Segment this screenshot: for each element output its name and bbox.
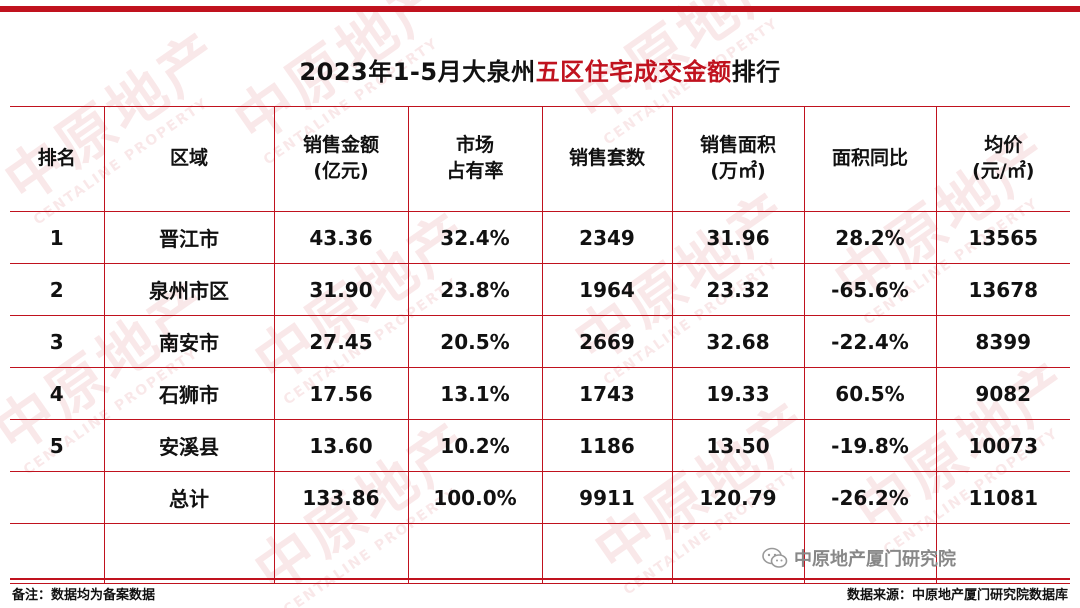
cell-rank (10, 471, 105, 524)
cell-area: 泉州市区 (103, 263, 275, 316)
cell-size: 23.32 (671, 263, 805, 316)
cell-share: 100.0% (407, 471, 543, 524)
cell-share: 20.5% (407, 315, 543, 368)
table-empty-row (10, 523, 1070, 584)
cell-area: 安溪县 (103, 419, 275, 472)
top-accent-bar (0, 6, 1080, 12)
cell-rank: 5 (10, 419, 105, 472)
table-header-row: 排名 区域 销售金额 (亿元) 市场 占有率 销售套数 销售面积 (万㎡) 面积同比 … (10, 106, 1070, 212)
cell-size: 120.79 (671, 471, 805, 524)
cell-size: 13.50 (671, 419, 805, 472)
empty-cell (273, 523, 409, 584)
cell-amount: 31.90 (273, 263, 409, 316)
cell-price: 13565 (935, 211, 1070, 264)
wechat-account-badge: 中原地产厦门研究院 (762, 545, 956, 571)
empty-cell (671, 523, 805, 584)
cell-units: 2669 (541, 315, 673, 368)
cell-rank: 4 (10, 367, 105, 420)
cell-yoy: -26.2% (803, 471, 937, 524)
cell-rank: 3 (10, 315, 105, 368)
cell-area: 总计 (103, 471, 275, 524)
cell-price: 13678 (935, 263, 1070, 316)
footer-source: 数据来源：中原地产厦门研究院数据库 (846, 588, 1068, 603)
wechat-icon (762, 547, 788, 568)
header-price: 均价 (元/㎡) (935, 106, 1070, 212)
cell-price: 8399 (935, 315, 1070, 368)
header-size: 销售面积 (万㎡) (671, 106, 805, 212)
cell-area: 晋江市 (103, 211, 275, 264)
cell-amount: 17.56 (273, 367, 409, 420)
header-area: 区域 (103, 106, 275, 212)
empty-cell (541, 523, 673, 584)
bottom-divider (10, 578, 1070, 580)
cell-size: 19.33 (671, 367, 805, 420)
cell-yoy: 28.2% (803, 211, 937, 264)
table-row: 1 晋江市 43.36 32.4% 2349 31.96 28.2% 13565 (10, 211, 1070, 264)
wechat-account-name: 中原地产厦门研究院 (794, 549, 956, 570)
cell-yoy: -22.4% (803, 315, 937, 368)
cell-price: 10073 (935, 419, 1070, 472)
cell-size: 31.96 (671, 211, 805, 264)
cell-units: 1964 (541, 263, 673, 316)
cell-share: 23.8% (407, 263, 543, 316)
cell-amount: 133.86 (273, 471, 409, 524)
table-row: 3 南安市 27.45 20.5% 2669 32.68 -22.4% 8399 (10, 315, 1070, 368)
empty-cell (103, 523, 275, 584)
cell-area: 石狮市 (103, 367, 275, 420)
cell-units: 9911 (541, 471, 673, 524)
footer-note: 备注：数据均为备案数据 (12, 588, 156, 603)
cell-amount: 13.60 (273, 419, 409, 472)
title-highlight: 五区住宅成交金额 (535, 58, 732, 86)
cell-amount: 43.36 (273, 211, 409, 264)
empty-cell (935, 523, 1070, 584)
cell-rank: 2 (10, 263, 105, 316)
header-rank: 排名 (10, 106, 105, 212)
table-row: 2 泉州市区 31.90 23.8% 1964 23.32 -65.6% 136… (10, 263, 1070, 316)
table-row: 5 安溪县 13.60 10.2% 1186 13.50 -19.8% 1007… (10, 419, 1070, 472)
cell-yoy: -65.6% (803, 263, 937, 316)
empty-cell (10, 523, 105, 584)
header-yoy: 面积同比 (803, 106, 937, 212)
header-amount: 销售金额 (亿元) (273, 106, 409, 212)
cell-amount: 27.45 (273, 315, 409, 368)
title-suffix: 排行 (731, 58, 781, 86)
cell-rank: 1 (10, 211, 105, 264)
cell-share: 10.2% (407, 419, 543, 472)
table-row: 4 石狮市 17.56 13.1% 1743 19.33 60.5% 9082 (10, 367, 1070, 420)
cell-share: 32.4% (407, 211, 543, 264)
ranking-table: 排名 区域 销售金额 (亿元) 市场 占有率 销售套数 销售面积 (万㎡) 面积同比 … (10, 106, 1070, 584)
cell-yoy: 60.5% (803, 367, 937, 420)
cell-price: 9082 (935, 367, 1070, 420)
page-title: 2023年1-5月大泉州五区住宅成交金额排行 (0, 52, 1080, 87)
empty-cell (407, 523, 543, 584)
cell-units: 2349 (541, 211, 673, 264)
cell-units: 1743 (541, 367, 673, 420)
table-total-row: 总计 133.86 100.0% 9911 120.79 -26.2% 1108… (10, 471, 1070, 524)
header-share: 市场 占有率 (407, 106, 543, 212)
cell-price: 11081 (935, 471, 1070, 524)
cell-size: 32.68 (671, 315, 805, 368)
cell-yoy: -19.8% (803, 419, 937, 472)
cell-share: 13.1% (407, 367, 543, 420)
title-prefix: 2023年1-5月大泉州 (299, 58, 536, 86)
header-units: 销售套数 (541, 106, 673, 212)
cell-area: 南安市 (103, 315, 275, 368)
cell-units: 1186 (541, 419, 673, 472)
